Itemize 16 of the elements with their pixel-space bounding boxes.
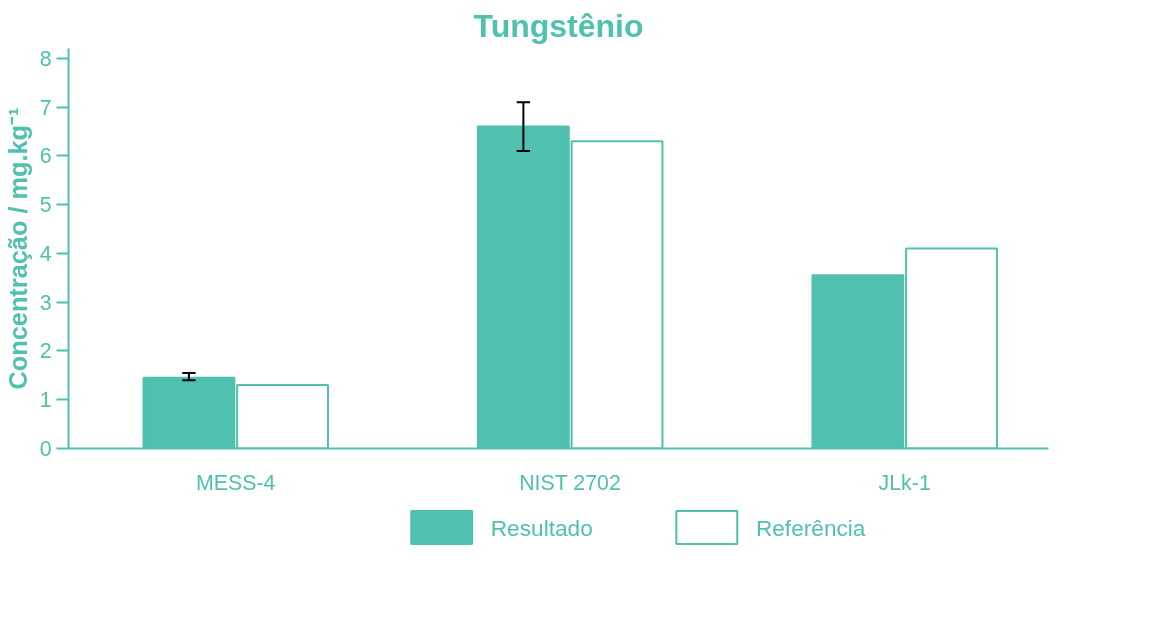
legend-label: Referência [755,514,866,541]
x-tick-label: NIST 2702 [519,470,621,495]
x-tick-label: JLk-1 [878,470,931,495]
y-axis-title: Concentração / mg.kg⁻¹ [3,107,32,390]
chart-title: Tungstênio [473,7,644,44]
y-tick-label: 0 [39,437,52,461]
y-tick-label: 1 [39,388,52,413]
x-tick-label: MESS-4 [196,470,276,495]
y-tick-label: 7 [39,95,52,120]
y-tick-label: 6 [39,144,52,169]
y-tick-label: 3 [39,290,52,315]
y-tick-label: 2 [39,339,52,364]
y-tick-label: 4 [39,241,52,266]
legend-label: Resultado [490,514,593,541]
y-tick-label: 5 [39,193,52,218]
y-tick-label: 8 [39,46,52,71]
